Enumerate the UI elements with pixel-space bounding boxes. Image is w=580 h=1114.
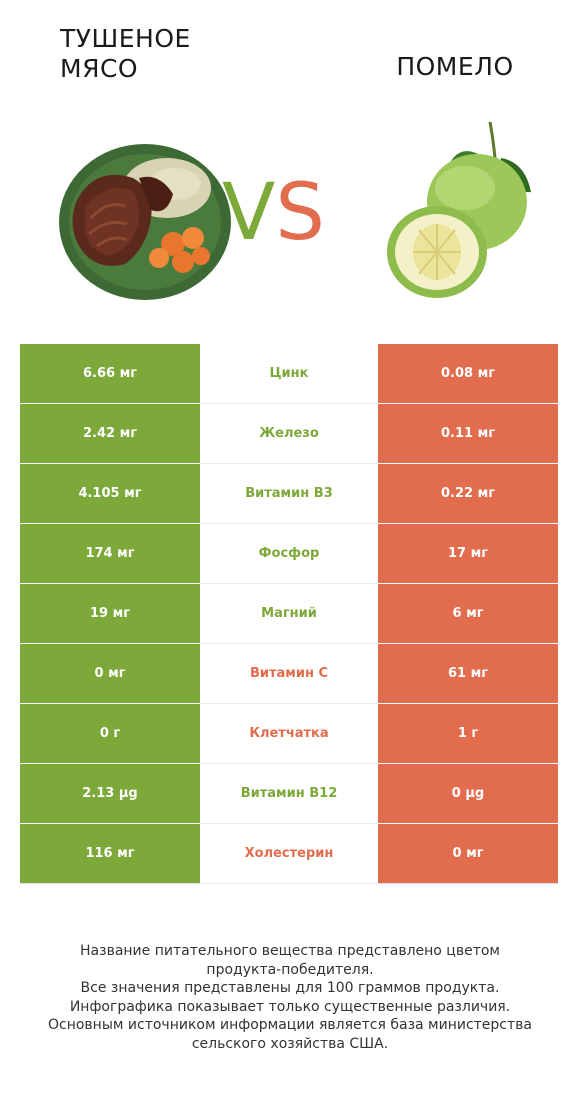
table-row: 6.66 мг Цинк 0.08 мг [20,344,558,404]
nutrient-name: Фосфор [200,524,378,584]
left-value: 116 мг [20,824,200,884]
right-value: 17 мг [378,524,558,584]
right-value: 0.11 мг [378,404,558,464]
table-row: 0 г Клетчатка 1 г [20,704,558,764]
left-value: 0 мг [20,644,200,704]
nutrient-name: Холестерин [200,824,378,884]
comparison-table: 6.66 мг Цинк 0.08 мг 2.42 мг Железо 0.11 мг 4.… [20,344,558,884]
nutrient-name: Магний [200,584,378,644]
footer-line: Основным источником информации является … [48,1017,532,1033]
table-row: 174 мг Фосфор 17 мг [20,524,558,584]
vs-s-letter: S [275,168,325,258]
nutrient-name: Витамин B3 [200,464,378,524]
table-row: 19 мг Магний 6 мг [20,584,558,644]
right-value: 0.08 мг [378,344,558,404]
footer-line: сельского хозяйства США. [191,1035,389,1052]
nutrient-name: Железо [200,404,378,464]
right-value: 6 мг [378,584,558,644]
left-value: 6.66 мг [20,344,200,404]
left-value: 2.13 µg [20,764,200,824]
right-value: 61 мг [378,644,558,704]
right-value: 0 мг [378,824,558,884]
stewed-meat-image [59,144,231,300]
footer-line: Все значения представлены для 100 граммо… [80,980,500,996]
nutrient-name: Клетчатка [200,704,378,764]
nutrient-name: Цинк [200,344,378,404]
nutrient-name: Витамин C [200,644,378,704]
left-product-title: ТУШЕНОЕ МЯСО [60,24,191,83]
right-product-title: ПОМЕЛО [396,52,514,81]
right-value: 0.22 мг [378,464,558,524]
vs-v-letter: V [222,168,276,258]
table-row: 0 мг Витамин C 61 мг [20,644,558,704]
table-row: 4.105 мг Витамин B3 0.22 мг [20,464,558,524]
right-value: 0 µg [378,764,558,824]
footer-line: продукта-победителя. [206,961,374,978]
vs-label: VS [222,168,352,258]
footer-note: Название питательного вещества представл… [20,942,560,1053]
left-value: 19 мг [20,584,200,644]
left-value: 0 г [20,704,200,764]
nutrient-name: Витамин B12 [200,764,378,824]
pomelo-image [387,121,531,298]
footer-line: Инфографика показывает только существенн… [69,998,511,1015]
footer-line: Название питательного вещества представл… [80,943,500,959]
left-value: 174 мг [20,524,200,584]
table-row: 116 мг Холестерин 0 мг [20,824,558,884]
table-row: 2.13 µg Витамин B12 0 µg [20,764,558,824]
right-value: 1 г [378,704,558,764]
left-value: 4.105 мг [20,464,200,524]
table-row: 2.42 мг Железо 0.11 мг [20,404,558,464]
left-value: 2.42 мг [20,404,200,464]
